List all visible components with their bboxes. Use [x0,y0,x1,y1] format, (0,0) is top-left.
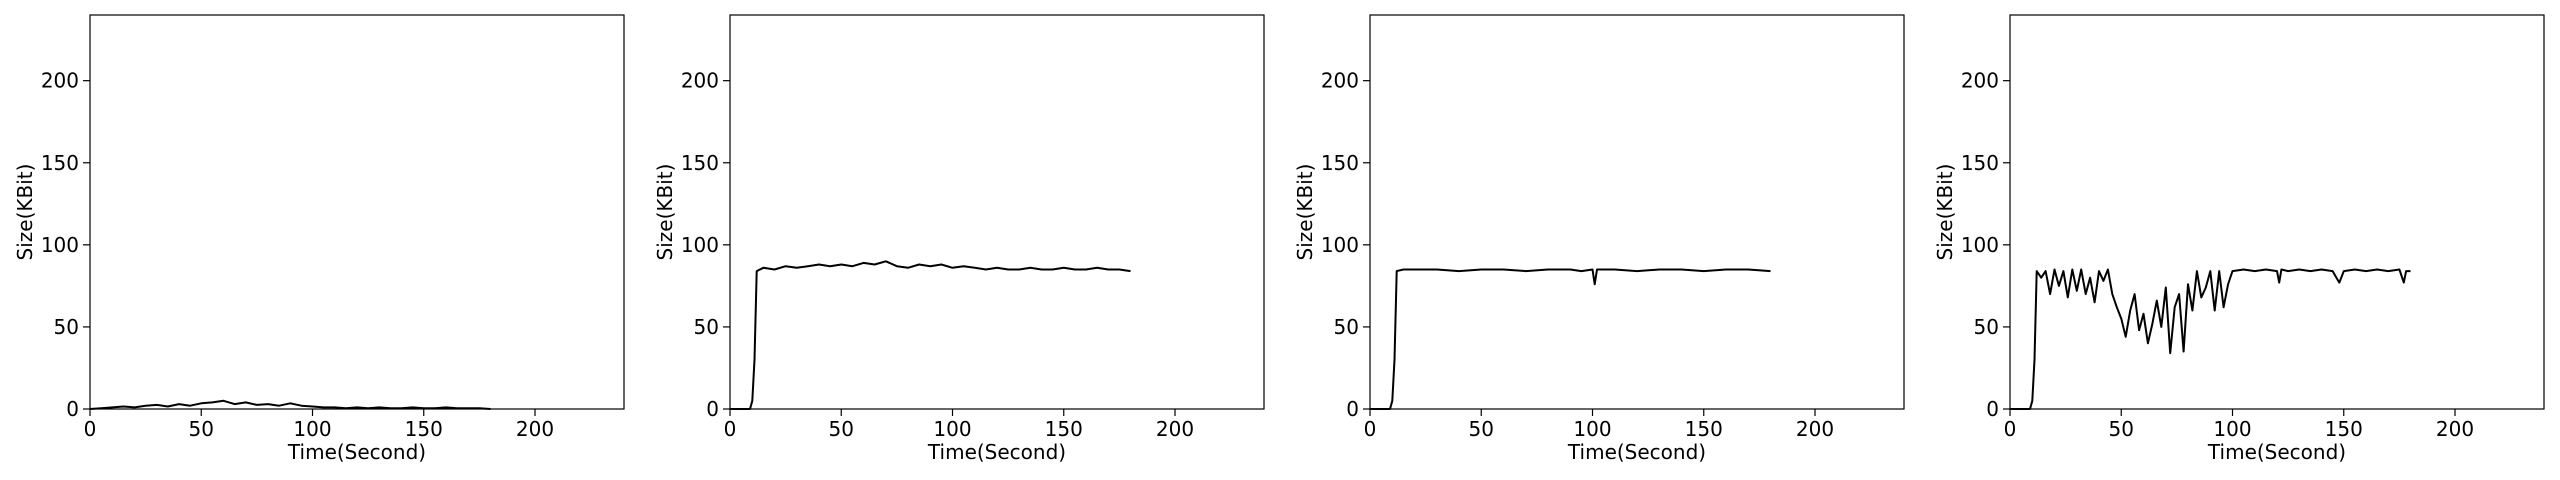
y-tick-label: 150 [1961,151,1999,175]
plot-frame [729,14,1265,410]
x-tick-label: 50 [829,417,854,441]
y-tick-label: 0 [1986,397,1999,421]
series-line-1 [2010,268,2411,410]
x-tick-label: 200 [516,417,554,441]
y-tick-label: 150 [1321,151,1359,175]
x-tick-label: 100 [933,417,971,441]
x-tick-label: 100 [2213,417,2251,441]
x-axis-label: Time(Second) [1567,440,1706,464]
y-tick-label: 50 [694,315,719,339]
x-tick-label: 150 [1045,417,1083,441]
y-axis-label: Size(KBit) [1933,164,1957,261]
chart-panels: 0 50 100 150 200 0 50 100 150 200 Time(Second) Size… [13,14,2545,464]
y-axis-label: Size(KBit) [653,164,677,261]
y-tick-label: 100 [681,233,719,257]
y-tick-label: 200 [681,69,719,93]
chart-panel-3: 0 50 100 150 200 0 50 100 150 200 Time(Second) Size… [1293,14,1905,464]
x-tick-label: 0 [2004,417,2017,441]
x-tick-label: 200 [2436,417,2474,441]
y-axis-label: Size(KBit) [13,164,37,261]
plot-frame [1369,14,1905,410]
y-tick-label: 0 [706,397,719,421]
y-tick-label: 150 [41,151,79,175]
y-tick-label: 50 [54,315,79,339]
x-tick-label: 0 [724,417,737,441]
x-tick-label: 150 [2325,417,2363,441]
x-tick-label: 100 [293,417,331,441]
x-axis-label: Time(Second) [2207,440,2346,464]
y-tick-label: 200 [1321,69,1359,93]
y-tick-label: 0 [1346,397,1359,421]
x-axis-label: Time(Second) [287,440,426,464]
y-tick-label: 100 [41,233,79,257]
x-tick-label: 0 [84,417,97,441]
y-tick-label: 50 [1974,315,1999,339]
chart-panel-2: 0 50 100 150 200 0 50 100 150 200 Time(Second) Size… [653,14,1265,464]
series-line-1 [730,260,1131,410]
x-tick-label: 200 [1156,417,1194,441]
y-tick-label: 200 [41,69,79,93]
plot-frame [2009,14,2545,410]
x-tick-label: 200 [1796,417,1834,441]
x-tick-label: 50 [1469,417,1494,441]
x-tick-label: 150 [1685,417,1723,441]
chart-panel-4: 0 50 100 150 200 0 50 100 150 200 Time(Second) Size… [1933,14,2545,464]
x-tick-label: 100 [1573,417,1611,441]
y-tick-label: 200 [1961,69,1999,93]
x-tick-label: 50 [189,417,214,441]
plot-frame [89,14,625,410]
x-axis-label: Time(Second) [927,440,1066,464]
series-line-1 [89,399,491,410]
x-tick-label: 50 [2109,417,2134,441]
series-line-1 [1370,268,1771,410]
y-tick-label: 150 [681,151,719,175]
y-tick-label: 0 [66,397,79,421]
chart-panel-1: 0 50 100 150 200 0 50 100 150 200 Time(Second) Size… [13,14,625,464]
y-tick-label: 100 [1961,233,1999,257]
x-tick-label: 150 [405,417,443,441]
y-axis-label: Size(KBit) [1293,164,1317,261]
y-tick-label: 50 [1334,315,1359,339]
y-tick-label: 100 [1321,233,1359,257]
x-tick-label: 0 [1364,417,1377,441]
